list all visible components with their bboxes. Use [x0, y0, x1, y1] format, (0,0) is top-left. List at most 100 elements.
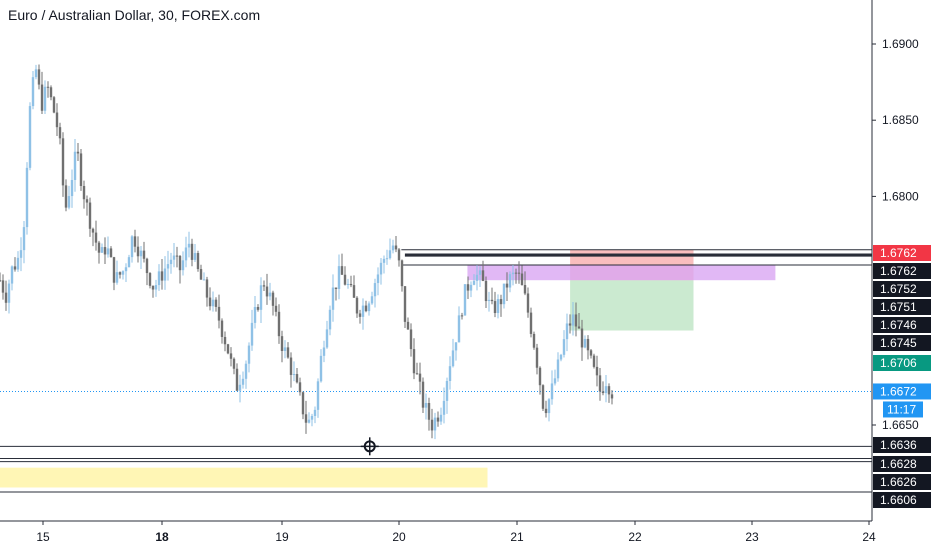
- candle-body: [547, 399, 551, 414]
- candle-body: [418, 373, 422, 382]
- cursor-layer: [360, 437, 379, 456]
- price-label-bg: [873, 492, 931, 508]
- horizontal-lines-layer: [0, 249, 872, 493]
- candle-body: [337, 266, 341, 289]
- candle-body: [388, 250, 392, 259]
- price-label-bg: [873, 355, 931, 371]
- x-tick-label: 20: [392, 530, 406, 544]
- candle-body: [559, 354, 563, 360]
- candle-body: [430, 419, 434, 431]
- candle-body: [136, 246, 140, 257]
- candle-body: [469, 284, 473, 291]
- candle-body: [223, 336, 227, 345]
- candle-body: [592, 355, 596, 367]
- price-label: 1.6762: [880, 246, 917, 260]
- candle-body: [394, 245, 398, 250]
- candle-body: [85, 199, 89, 203]
- candle-body: [247, 345, 251, 364]
- candle-body: [562, 339, 566, 355]
- candle-body: [55, 112, 59, 128]
- candle-body: [127, 257, 131, 268]
- candle-body: [265, 286, 269, 297]
- candle-body: [415, 373, 419, 375]
- candle-body: [295, 374, 299, 383]
- candle-body: [535, 347, 539, 368]
- candle-body: [229, 353, 233, 359]
- candle-body: [610, 394, 614, 399]
- candle-body: [595, 366, 599, 376]
- candle-body: [517, 272, 521, 274]
- candle-body: [1, 280, 5, 293]
- candle-body: [403, 286, 407, 322]
- candle-body: [175, 255, 179, 257]
- candle-body: [256, 306, 260, 310]
- yellow-zone: [0, 467, 488, 488]
- price-label: 1.6628: [880, 457, 917, 471]
- candle-body: [352, 285, 356, 298]
- candle-body: [427, 403, 431, 420]
- candle-body: [25, 167, 29, 228]
- candle-body: [10, 266, 14, 284]
- candle-body: [196, 253, 200, 270]
- y-tick-label: 1.6850: [882, 113, 919, 127]
- candle-body: [316, 381, 320, 410]
- candle-body: [598, 375, 602, 392]
- candle-body: [340, 266, 344, 275]
- price-label-bg: [873, 437, 931, 453]
- candle-body: [169, 259, 173, 265]
- candle-body: [475, 274, 479, 281]
- candle-body: [412, 349, 416, 374]
- candle-body: [334, 287, 338, 289]
- price-label-bg: [873, 456, 931, 472]
- candle-body: [262, 285, 266, 287]
- candle-body: [379, 262, 383, 275]
- candle-body: [100, 247, 104, 253]
- candle-body: [109, 248, 113, 258]
- price-label-bg: [873, 317, 931, 333]
- candle-body: [406, 321, 410, 330]
- candle-body: [40, 84, 44, 111]
- candle-body: [538, 367, 542, 386]
- candle-body: [88, 202, 92, 229]
- x-tick-label: 21: [510, 530, 524, 544]
- x-tick-label: 22: [628, 530, 642, 544]
- chart-title: Euro / Australian Dollar, 30, FOREX.com: [8, 7, 261, 23]
- candle-body: [217, 306, 221, 321]
- price-label: 1.6752: [880, 282, 917, 296]
- candle-body: [211, 299, 215, 307]
- candle-body: [322, 347, 326, 356]
- x-tick-label: 19: [275, 530, 289, 544]
- candle-body: [157, 271, 161, 286]
- current-price-label: 1.6672: [880, 384, 917, 398]
- candle-body: [511, 272, 515, 275]
- candle-body: [457, 315, 461, 343]
- candle-body: [580, 328, 584, 348]
- candle-body: [313, 409, 317, 416]
- candle-body: [505, 283, 509, 288]
- candle-body: [73, 151, 77, 180]
- countdown-label: 11:17: [887, 402, 916, 416]
- candle-body: [232, 358, 236, 369]
- candle-body: [253, 306, 257, 323]
- y-tick-label: 1.6800: [882, 189, 919, 203]
- candle-body: [541, 385, 545, 409]
- candle-body: [499, 299, 503, 305]
- candle-body: [319, 355, 323, 382]
- candle-body: [151, 285, 155, 290]
- axis-layer: 1.6900 1.6850 1.6800 1.6650 15 18 19 20 21 22 23 24: [0, 0, 919, 544]
- candle-body: [382, 258, 386, 263]
- candle-body: [112, 257, 116, 283]
- candle-body: [184, 247, 188, 261]
- current-price-bg: [873, 383, 931, 400]
- candle-body: [448, 366, 452, 381]
- candle-body: [397, 249, 401, 261]
- candle-body: [343, 274, 347, 285]
- candle-body: [0, 280, 2, 282]
- price-label: 1.6751: [880, 300, 917, 314]
- price-label-bg: [873, 474, 931, 490]
- candle-body: [220, 320, 224, 337]
- candle-body: [310, 415, 314, 420]
- candle-body: [445, 380, 449, 401]
